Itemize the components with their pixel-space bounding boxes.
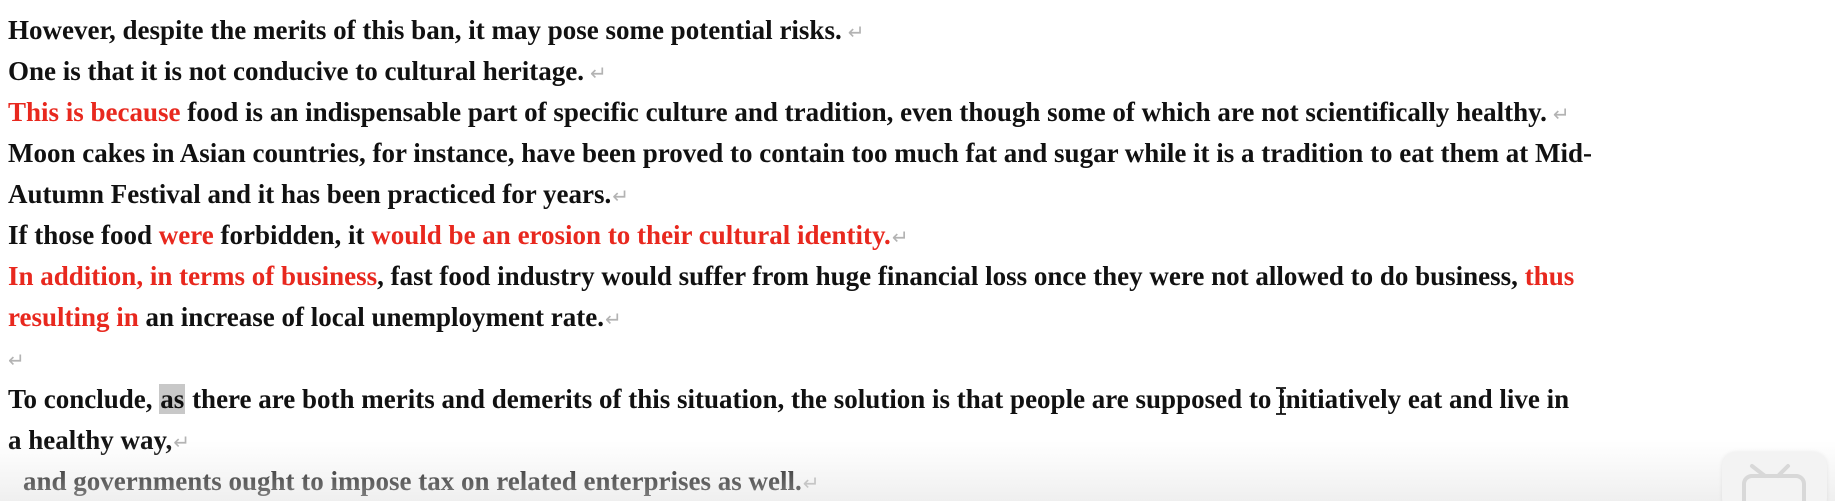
red-phrase: were	[158, 220, 214, 250]
return-arrow-icon: ↵	[8, 348, 25, 372]
doc-line-8: resulting in an increase of local unempl…	[8, 297, 1818, 338]
return-arrow-icon: ↵	[802, 471, 820, 495]
red-phrase: would be an erosion to their cultural id…	[371, 220, 891, 250]
doc-line-7: In addition, in terms of business, fast …	[8, 256, 1818, 297]
return-arrow-icon: ↵	[604, 307, 622, 331]
document-body[interactable]: However, despite the merits of this ban,…	[8, 10, 1818, 501]
doc-line-12: and governments ought to impose tax on r…	[8, 461, 1818, 501]
red-phrase: This is because	[8, 97, 181, 127]
line-text: there are both merits and demerits of th…	[185, 384, 1570, 414]
video-watermark-icon	[1722, 452, 1827, 501]
doc-line-3: This is because food is an indispensable…	[8, 92, 1818, 133]
line-text: To conclude,	[8, 384, 160, 414]
line-text: However, despite the merits of this ban,…	[8, 15, 842, 45]
line-text: Autumn Festival and it has been practice…	[8, 179, 612, 209]
selected-word-highlight[interactable]: as	[159, 384, 186, 414]
red-phrase: thus	[1524, 261, 1575, 291]
return-arrow-icon: ↵	[612, 184, 629, 208]
return-arrow-icon: ↵	[847, 20, 865, 44]
text-cursor-icon	[1276, 387, 1286, 415]
line-text: and governments ought to impose tax on r…	[23, 466, 802, 496]
return-arrow-icon: ↵	[173, 430, 191, 454]
line-text: If those food	[8, 220, 159, 250]
doc-line-5: Autumn Festival and it has been practice…	[8, 174, 1818, 215]
line-text: food is an indispensable part of specifi…	[180, 97, 1547, 127]
doc-line-10: To conclude, as there are both merits an…	[8, 379, 1818, 420]
line-text: an increase of local unemployment rate.	[138, 302, 604, 332]
red-phrase: resulting in	[8, 302, 139, 332]
doc-line-11: a healthy way,↵	[8, 420, 1818, 461]
doc-line-2: One is that it is not conducive to cultu…	[8, 51, 1818, 92]
doc-line-6: If those food were forbidden, it would b…	[8, 215, 1818, 256]
line-text: a healthy way,	[8, 425, 173, 455]
red-phrase: In addition, in terms of business	[8, 261, 378, 291]
doc-line-4: Moon cakes in Asian countries, for insta…	[8, 133, 1818, 174]
doc-line-1: However, despite the merits of this ban,…	[8, 10, 1818, 51]
line-text: Moon cakes in Asian countries, for insta…	[8, 138, 1592, 168]
doc-line-9-empty: ↵	[8, 338, 1818, 379]
line-text: , fast food industry would suffer from h…	[377, 261, 1525, 291]
line-text: forbidden, it	[213, 220, 372, 250]
return-arrow-icon: ↵	[589, 61, 607, 85]
return-arrow-icon: ↵	[1552, 102, 1570, 126]
line-text: One is that it is not conducive to cultu…	[8, 56, 584, 86]
return-arrow-icon: ↵	[891, 225, 909, 249]
